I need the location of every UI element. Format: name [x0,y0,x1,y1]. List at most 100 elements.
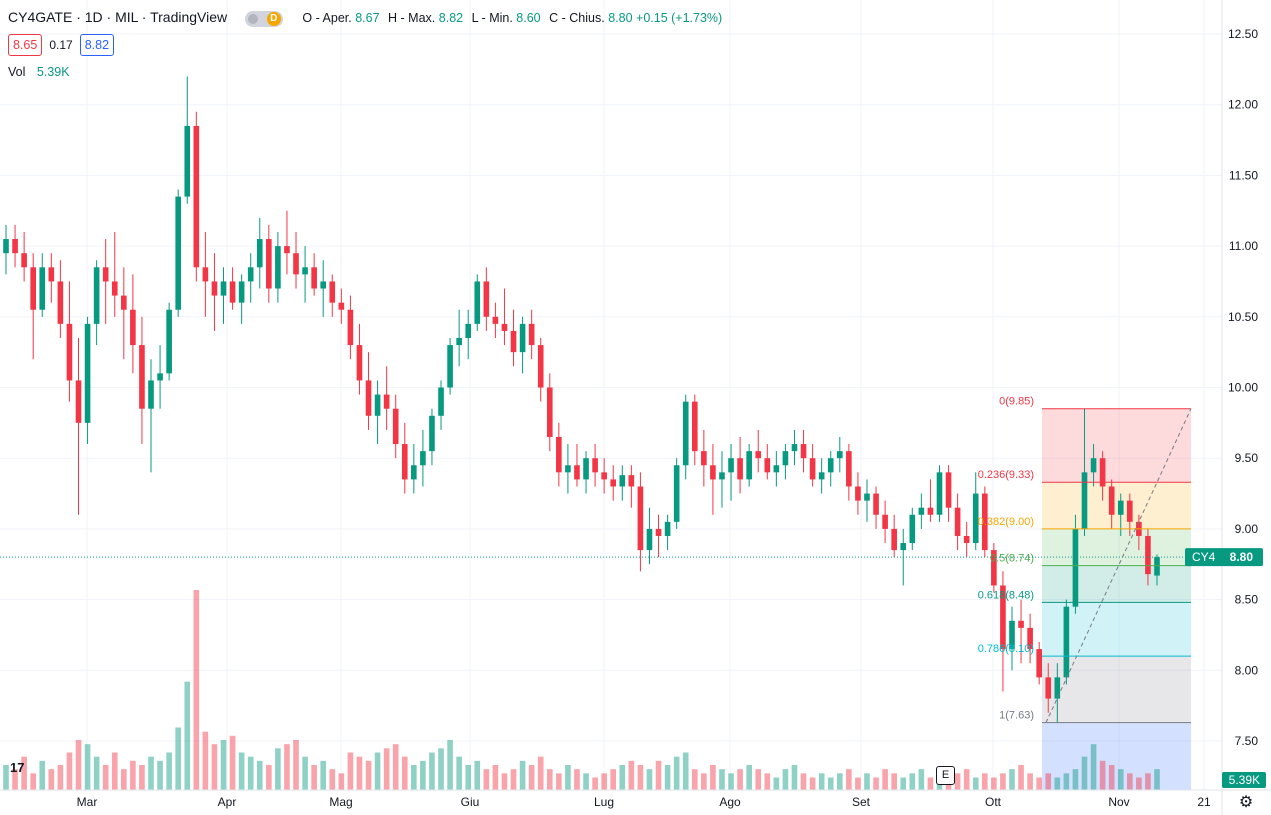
volume-bar [39,760,46,790]
volume-bar [247,756,254,790]
volume-bar [401,756,408,790]
candle-body [39,267,46,310]
volume-bar [691,769,698,790]
volume-bar [764,773,771,790]
candle-body [537,345,544,388]
volume-bar [383,748,390,790]
volume-bar [746,765,752,790]
candle-body [338,302,345,310]
candle-body [48,267,55,282]
candle-body [701,451,707,466]
candle-body [565,465,571,473]
volume-bar [501,773,508,790]
bid-price[interactable]: 8.65 [8,34,43,56]
volume-bar [1117,769,1124,790]
gear-icon[interactable]: ⚙ [1238,794,1254,811]
high-label: H - Max. [388,11,436,25]
volume-bar [682,752,689,790]
candle-body [773,465,780,473]
fib-zone [1042,528,1191,566]
candle-body [401,444,408,480]
volume-bar [900,777,907,790]
volume-bar [438,748,444,790]
candle-body [166,309,172,374]
x-tick-label: Ago [719,795,741,809]
delayed-badge: D [266,11,281,26]
volume-bar [166,752,172,790]
volume-bar [275,748,281,790]
x-tick-label: 21 [1197,795,1211,809]
market-status-toggle[interactable]: D [244,10,283,27]
volume-bar [818,773,825,790]
volume-bar [1099,760,1106,790]
close-label: C - Chius. [549,11,605,25]
volume-bar [84,744,91,790]
volume-bar [157,760,163,790]
volume-label: Vol [8,65,26,79]
candle-body [356,345,363,381]
candle-body [710,465,716,480]
volume-bar [302,756,308,790]
volume-bar [574,769,580,790]
candle-body [655,528,662,536]
y-tick-label: 7.50 [1235,734,1259,748]
volume-bar [537,756,544,790]
y-tick-label: 12.00 [1228,98,1258,112]
candle-body [238,281,245,303]
volume-bar [719,769,725,790]
candle-body [873,493,879,515]
volume-bar [320,760,327,790]
volume-bar [1127,773,1133,790]
candle-body [954,507,961,536]
x-tick-label: Mag [329,795,352,809]
volume-bar [1000,773,1006,790]
candle-body [492,316,499,324]
candle-body [846,451,852,487]
earnings-event-marker[interactable]: E [936,766,955,785]
y-tick-label: 10.50 [1228,310,1258,324]
open-label: O - Aper. [302,11,352,25]
candle-body [918,507,925,515]
candle-body [456,338,462,346]
candle-body [501,323,508,331]
candle-body [148,380,154,409]
volume-bar [102,765,109,790]
candle-body [519,323,526,353]
volume-bar [809,777,816,790]
volume-bar [1136,777,1142,790]
change-value: +0.15 (+1.73%) [636,11,723,25]
volume-bar [673,756,680,790]
volume-bar [429,752,435,790]
candle-body [728,458,734,473]
candle-body [193,125,200,268]
x-tick-label: Mar [77,795,98,809]
open-value: 8.67 [355,11,380,25]
candle-body [383,394,390,409]
fib-zone [1042,408,1191,483]
candle-body [102,267,109,282]
candle-body [266,239,272,289]
candle-body [800,444,807,459]
volume-bar [456,756,462,790]
volume-bar [972,777,979,790]
y-tick-label: 11.00 [1229,239,1258,253]
volume-bar [75,740,82,790]
candle-body [673,465,680,522]
candle-body [75,380,82,423]
volume-bar [229,735,236,790]
symbol-title[interactable]: CY4GATE · 1D · MIL · TradingView [8,9,228,25]
ask-price[interactable]: 8.82 [79,34,115,56]
candle-body [836,451,843,459]
candle-body [1009,620,1015,650]
volume-bar [48,769,55,790]
volume-bar [139,765,145,790]
volume-bar [111,752,118,790]
candle-body [891,528,897,551]
fib-zone [1042,482,1191,529]
candle-body [510,330,517,353]
tradingview-logo[interactable]: 17 [10,760,25,775]
volume-bar [1072,769,1079,790]
candle-body [111,281,118,296]
